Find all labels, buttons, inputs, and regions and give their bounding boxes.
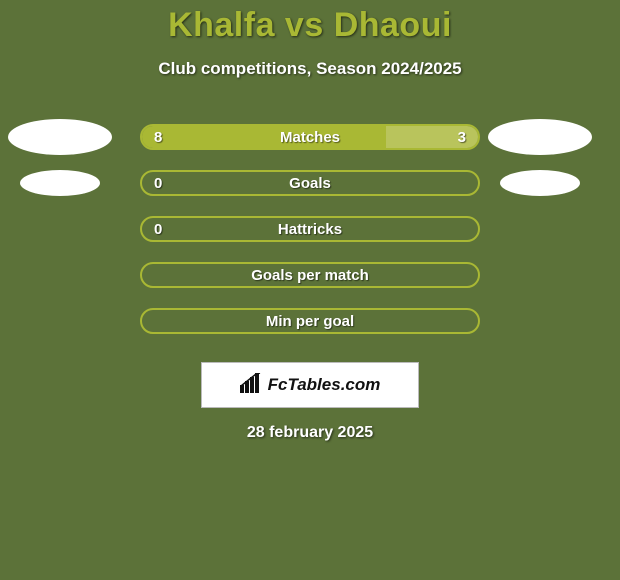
brand-box: FcTables.com bbox=[201, 362, 419, 408]
bar-label: Goals per match bbox=[142, 264, 478, 286]
stat-row: Min per goal bbox=[0, 298, 620, 344]
bar-value-left: 8 bbox=[154, 126, 162, 148]
title-vs: vs bbox=[275, 6, 334, 44]
bar-label: Min per goal bbox=[142, 310, 478, 332]
stat-row: Goals per match bbox=[0, 252, 620, 298]
stat-bar: Goals0 bbox=[140, 170, 480, 196]
chart-icon bbox=[240, 373, 262, 398]
stat-rows: Matches83Goals0Hattricks0Goals per match… bbox=[0, 114, 620, 344]
stat-bar: Hattricks0 bbox=[140, 216, 480, 242]
stat-row: Hattricks0 bbox=[0, 206, 620, 252]
stat-bar: Min per goal bbox=[140, 308, 480, 334]
stat-row: Goals0 bbox=[0, 160, 620, 206]
avatar bbox=[20, 170, 100, 196]
subtitle: Club competitions, Season 2024/2025 bbox=[0, 59, 620, 79]
page-title: Khalfa vs Dhaoui bbox=[0, 0, 620, 45]
bar-value-right: 3 bbox=[458, 126, 466, 148]
bar-value-left: 0 bbox=[154, 218, 162, 240]
bar-label: Hattricks bbox=[142, 218, 478, 240]
brand-text: FcTables.com bbox=[268, 375, 381, 395]
title-player-right: Dhaoui bbox=[334, 6, 452, 44]
bar-value-left: 0 bbox=[154, 172, 162, 194]
stat-row: Matches8 3 bbox=[0, 114, 620, 160]
footer-date: 28 february 2025 bbox=[0, 424, 620, 442]
stat-bar: Matches8 3 bbox=[140, 124, 480, 150]
infographic: Khalfa vs Dhaoui Club competitions, Seas… bbox=[0, 0, 620, 580]
avatar bbox=[500, 170, 580, 196]
bar-label: Goals bbox=[142, 172, 478, 194]
stat-bar: Goals per match bbox=[140, 262, 480, 288]
bar-label: Matches bbox=[142, 126, 478, 148]
avatar bbox=[488, 119, 592, 155]
avatar bbox=[8, 119, 112, 155]
title-player-left: Khalfa bbox=[168, 6, 275, 44]
